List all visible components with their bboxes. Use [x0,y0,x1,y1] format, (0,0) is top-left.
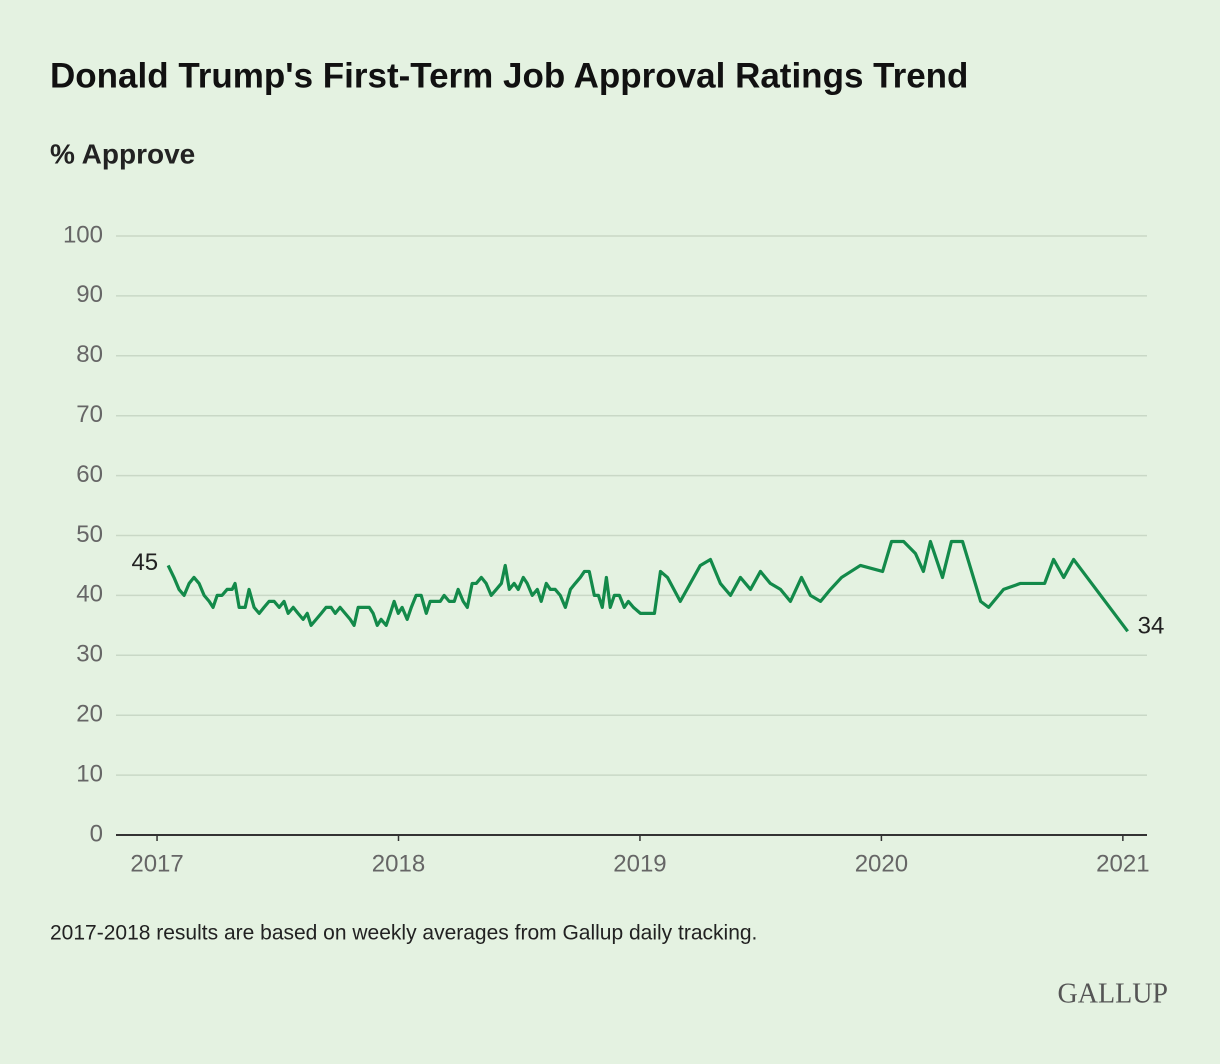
footnote: 2017-2018 results are based on weekly av… [50,922,757,945]
y-tick-label: 20 [76,701,103,728]
y-tick-label: 50 [76,521,103,548]
y-tick-label: 60 [76,461,103,488]
x-tick-label: 2018 [372,850,425,877]
data-label: 34 [1138,613,1165,640]
data-label: 45 [131,549,158,576]
data-line [166,539,1129,633]
y-tick-label: 40 [76,581,103,608]
y-tick-label: 70 [76,401,103,428]
y-tick-label: 10 [76,760,103,787]
y-tick-label: 30 [76,641,103,668]
x-tick-label: 2017 [130,850,183,877]
y-tick-label: 90 [76,281,103,308]
x-tick-label: 2021 [1096,850,1149,877]
y-tick-label: 100 [63,221,103,248]
y-tick-label: 0 [90,820,103,847]
x-tick-label: 2020 [855,850,908,877]
chart-title: Donald Trump's First-Term Job Approval R… [50,56,968,95]
source-logo: GALLUP [1058,978,1168,1009]
x-tick-label: 2019 [613,850,666,877]
chart-subtitle: % Approve [50,138,195,169]
y-tick-label: 80 [76,341,103,368]
